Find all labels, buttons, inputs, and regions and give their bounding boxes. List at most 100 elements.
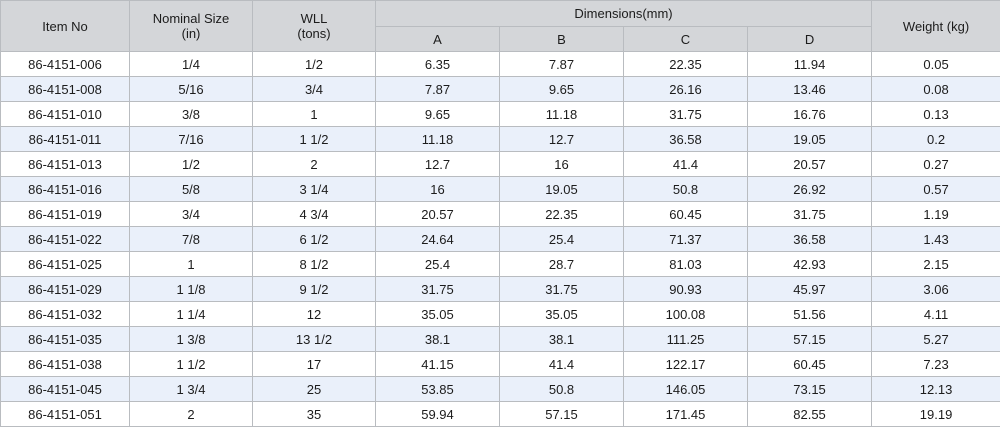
- cell-item-no: 86-4151-019: [0, 201, 130, 227]
- cell-nominal-size: 1 3/8: [129, 326, 253, 352]
- cell-weight: 19.19: [871, 401, 1000, 427]
- cell-dim-b: 28.7: [499, 251, 624, 277]
- cell-weight: 0.27: [871, 151, 1000, 177]
- cell-weight: 0.57: [871, 176, 1000, 202]
- cell-dim-d: 60.45: [746, 351, 873, 377]
- cell-dim-b: 50.8: [499, 376, 624, 402]
- cell-dim-c: 26.16: [623, 76, 748, 102]
- cell-dim-c: 50.8: [623, 176, 748, 202]
- cell-dim-d: 57.15: [746, 326, 873, 352]
- cell-wll: 4 3/4: [252, 201, 376, 227]
- cell-item-no: 86-4151-029: [0, 276, 130, 302]
- cell-dim-c: 41.4: [623, 151, 748, 177]
- cell-item-no: 86-4151-045: [0, 376, 130, 402]
- cell-dim-b: 12.7: [499, 126, 624, 152]
- table-row: 86-4151-010 3/8 1 9.65 11.18 31.75 16.76 0.13: [0, 101, 1000, 127]
- cell-dim-b: 41.4: [499, 351, 624, 377]
- cell-dim-a: 9.65: [375, 101, 500, 127]
- cell-weight: 3.06: [871, 276, 1000, 302]
- table-row: 86-4151-011 7/16 1 1/2 11.18 12.7 36.58 19.05 0…: [0, 126, 1000, 152]
- table-row: 86-4151-029 1 1/8 9 1/2 31.75 31.75 90.93 45.9…: [0, 276, 1000, 302]
- table-row: 86-4151-025 1 8 1/2 25.4 28.7 81.03 42.93 2.15: [0, 251, 1000, 277]
- cell-nominal-size: 7/16: [129, 126, 253, 152]
- cell-weight: 1.43: [871, 226, 1000, 252]
- cell-dim-d: 42.93: [746, 251, 873, 277]
- cell-dim-a: 53.85: [375, 376, 500, 402]
- header-item-no: Item No: [0, 0, 130, 52]
- table-row: 86-4151-038 1 1/2 17 41.15 41.4 122.17 60.45 7.…: [0, 351, 1000, 377]
- header-weight: Weight (kg): [871, 0, 1000, 52]
- cell-dim-d: 31.75: [746, 201, 873, 227]
- cell-dim-b: 31.75: [499, 276, 624, 302]
- cell-dim-d: 82.55: [746, 401, 873, 427]
- cell-item-no: 86-4151-008: [0, 76, 130, 102]
- cell-nominal-size: 1 3/4: [129, 376, 253, 402]
- cell-dim-a: 11.18: [375, 126, 500, 152]
- table-row: 86-4151-051 2 35 59.94 57.15 171.45 82.55 19.19: [0, 401, 1000, 427]
- cell-dim-c: 22.35: [623, 51, 748, 77]
- cell-wll: 1: [252, 101, 376, 127]
- cell-dim-b: 57.15: [499, 401, 624, 427]
- cell-dim-d: 19.05: [746, 126, 873, 152]
- cell-item-no: 86-4151-025: [0, 251, 130, 277]
- cell-dim-a: 38.1: [375, 326, 500, 352]
- cell-weight: 7.23: [871, 351, 1000, 377]
- header-nominal-size: Nominal Size (in): [129, 0, 253, 52]
- cell-dim-c: 171.45: [623, 401, 748, 427]
- cell-wll: 3/4: [252, 76, 376, 102]
- cell-dim-b: 11.18: [499, 101, 624, 127]
- cell-dim-b: 16: [499, 151, 624, 177]
- cell-dim-d: 36.58: [746, 226, 873, 252]
- cell-dim-b: 7.87: [499, 51, 624, 77]
- cell-nominal-size: 3/8: [129, 101, 253, 127]
- table-row: 86-4151-016 5/8 3 1/4 16 19.05 50.8 26.92 0.57: [0, 176, 1000, 202]
- table-row: 86-4151-013 1/2 2 12.7 16 41.4 20.57 0.27: [0, 151, 1000, 177]
- spec-table: Item No Nominal Size (in) WLL (tons) Dim…: [0, 0, 1000, 427]
- table-header: Item No Nominal Size (in) WLL (tons) Dim…: [0, 0, 1000, 52]
- cell-dim-c: 60.45: [623, 201, 748, 227]
- cell-wll: 2: [252, 151, 376, 177]
- table-row: 86-4151-032 1 1/4 12 35.05 35.05 100.08 51.56 4…: [0, 301, 1000, 327]
- cell-dim-a: 25.4: [375, 251, 500, 277]
- cell-dim-c: 36.58: [623, 126, 748, 152]
- header-wll-label: WLL: [300, 11, 328, 26]
- cell-dim-d: 73.15: [746, 376, 873, 402]
- cell-dim-b: 22.35: [499, 201, 624, 227]
- cell-nominal-size: 1 1/2: [129, 351, 253, 377]
- cell-dim-c: 100.08: [623, 301, 748, 327]
- header-dim-b: B: [499, 26, 624, 52]
- cell-wll: 8 1/2: [252, 251, 376, 277]
- cell-wll: 35: [252, 401, 376, 427]
- cell-dim-a: 24.64: [375, 226, 500, 252]
- cell-item-no: 86-4151-022: [0, 226, 130, 252]
- cell-dim-c: 81.03: [623, 251, 748, 277]
- cell-dim-c: 122.17: [623, 351, 748, 377]
- header-dimensions: Dimensions(mm): [374, 0, 873, 27]
- cell-nominal-size: 1/2: [129, 151, 253, 177]
- cell-dim-d: 45.97: [746, 276, 873, 302]
- cell-dim-a: 12.7: [375, 151, 500, 177]
- cell-item-no: 86-4151-011: [0, 126, 130, 152]
- table-row: 86-4151-008 5/16 3/4 7.87 9.65 26.16 13.46 0.08: [0, 76, 1000, 102]
- cell-dim-a: 7.87: [375, 76, 500, 102]
- cell-dim-b: 38.1: [499, 326, 624, 352]
- cell-nominal-size: 7/8: [129, 226, 253, 252]
- header-dim-d: D: [746, 26, 873, 52]
- cell-dim-b: 35.05: [499, 301, 624, 327]
- header-nominal-size-label: Nominal Size: [152, 11, 230, 26]
- cell-weight: 0.2: [871, 126, 1000, 152]
- cell-wll: 13 1/2: [252, 326, 376, 352]
- cell-weight: 5.27: [871, 326, 1000, 352]
- cell-dim-a: 41.15: [375, 351, 500, 377]
- cell-weight: 2.15: [871, 251, 1000, 277]
- cell-wll: 17: [252, 351, 376, 377]
- cell-dim-a: 59.94: [375, 401, 500, 427]
- cell-weight: 12.13: [871, 376, 1000, 402]
- header-nominal-size-unit: (in): [181, 26, 201, 41]
- cell-wll: 12: [252, 301, 376, 327]
- cell-wll: 25: [252, 376, 376, 402]
- cell-dim-d: 11.94: [746, 51, 873, 77]
- cell-item-no: 86-4151-038: [0, 351, 130, 377]
- cell-dim-b: 25.4: [499, 226, 624, 252]
- cell-dim-c: 71.37: [623, 226, 748, 252]
